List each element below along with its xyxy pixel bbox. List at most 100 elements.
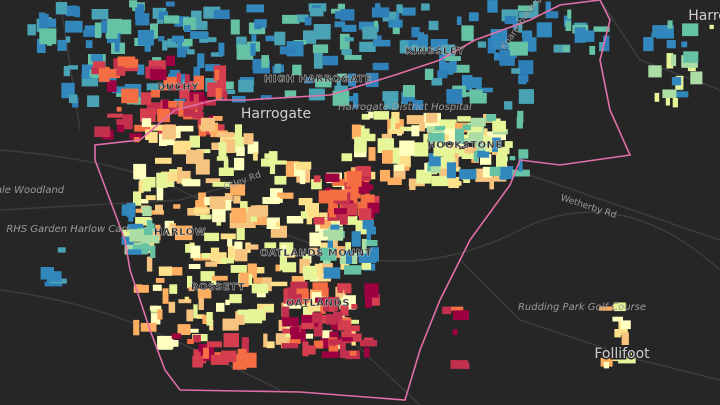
building-block [313, 340, 324, 349]
building-block [292, 64, 302, 76]
building-block [236, 227, 245, 240]
building-block [218, 167, 234, 176]
building-block [275, 221, 280, 227]
building-block [177, 167, 183, 183]
building-block [379, 169, 391, 182]
district-label: KINGSLEY [405, 46, 465, 57]
building-block [439, 54, 446, 66]
building-block [209, 196, 226, 210]
building-block [198, 192, 206, 208]
building-block [362, 240, 378, 247]
building-block [275, 333, 294, 345]
building-block [251, 283, 269, 294]
building-block [603, 362, 609, 369]
building-block [431, 175, 449, 187]
building-block [65, 5, 79, 17]
building-block [333, 312, 343, 321]
building-block [222, 318, 239, 331]
building-block [223, 199, 232, 211]
building-block [652, 25, 657, 34]
building-block [643, 37, 654, 52]
building-block [134, 124, 152, 132]
building-block [510, 41, 528, 56]
building-block [290, 327, 300, 335]
building-block [328, 339, 343, 345]
building-block [312, 44, 329, 54]
building-block [118, 19, 132, 35]
building-block [223, 333, 239, 348]
building-block [174, 16, 190, 27]
building-block [391, 111, 400, 124]
building-block [563, 45, 570, 53]
place-label: Follifoot [594, 346, 650, 362]
building-block [297, 14, 309, 23]
building-block [126, 202, 136, 218]
building-block [339, 33, 350, 50]
building-block [329, 189, 347, 201]
building-block [187, 208, 197, 216]
building-block [336, 78, 341, 93]
building-block [349, 351, 357, 356]
building-block [44, 281, 63, 287]
building-block [319, 212, 328, 218]
building-block [253, 277, 263, 284]
building-block [150, 69, 167, 81]
building-block [366, 229, 371, 242]
building-block [236, 146, 245, 157]
building-block [489, 177, 494, 190]
building-block [406, 115, 425, 125]
building-block [94, 126, 111, 138]
building-block [250, 216, 257, 222]
building-block [213, 116, 223, 121]
building-block [366, 133, 376, 142]
building-block [401, 7, 416, 16]
building-block [382, 150, 393, 164]
building-block [324, 173, 340, 182]
building-block [121, 88, 139, 104]
building-block [184, 74, 190, 85]
building-block [593, 26, 610, 32]
building-block [315, 78, 332, 88]
building-block [281, 343, 299, 349]
building-block [504, 101, 513, 110]
building-block [320, 247, 337, 261]
building-block [269, 159, 276, 175]
building-block [282, 328, 297, 334]
building-block [150, 124, 163, 131]
building-block [487, 0, 498, 13]
building-block [162, 40, 168, 51]
building-block [362, 26, 378, 40]
building-block [371, 7, 390, 18]
building-block [457, 116, 471, 122]
building-block [309, 247, 318, 255]
building-block [613, 302, 626, 312]
building-block [168, 301, 176, 313]
building-block [454, 128, 464, 144]
building-block [220, 233, 236, 240]
building-block [283, 302, 302, 309]
building-block [145, 129, 152, 140]
building-block [334, 208, 347, 215]
building-block [448, 176, 460, 188]
building-block [369, 247, 379, 262]
building-block [447, 151, 455, 156]
building-block [92, 61, 106, 69]
building-block [156, 172, 168, 188]
building-block [247, 263, 257, 279]
building-block [468, 12, 479, 22]
building-block [304, 17, 312, 26]
building-block [144, 39, 151, 52]
building-block [116, 119, 133, 125]
building-block [241, 206, 256, 215]
building-block [359, 41, 376, 52]
building-block [462, 362, 470, 370]
building-block [446, 162, 456, 179]
building-block [411, 125, 420, 137]
building-block [247, 141, 259, 154]
building-block [133, 319, 140, 336]
building-block [204, 232, 220, 242]
building-block [139, 177, 156, 188]
building-block [261, 55, 269, 68]
building-block [399, 126, 414, 132]
